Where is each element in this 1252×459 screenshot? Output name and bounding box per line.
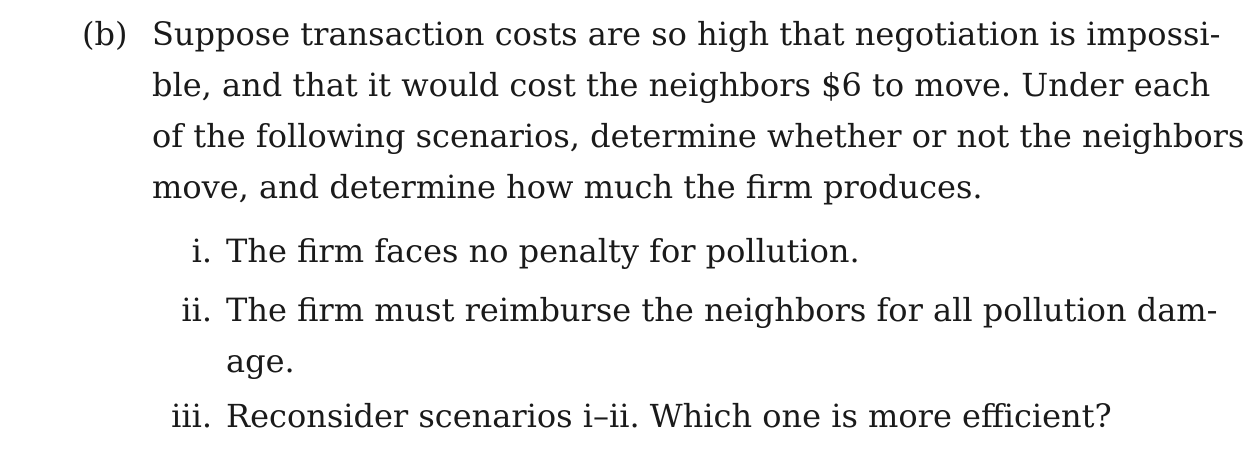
item-text-line: The firm must reimburse the neighbors fo…: [226, 291, 1218, 329]
part-label: (b): [82, 15, 128, 53]
problem-text-line: Suppose transaction costs are so high th…: [152, 15, 1221, 53]
problem-text-line: of the following scenarios, determine wh…: [152, 117, 1245, 155]
item-text-line: age.: [226, 342, 295, 380]
problem-text-line: ble, and that it would cost the neighbor…: [152, 66, 1211, 104]
item-text-line: The firm faces no penalty for pollution.: [226, 232, 860, 270]
item-label: iii.: [171, 397, 212, 435]
item-label: ii.: [181, 291, 212, 329]
item-text-line: Reconsider scenarios i–ii. Which one is …: [226, 397, 1112, 435]
item-label: i.: [191, 232, 212, 270]
problem-text-line: move, and determine how much the firm pr…: [152, 168, 983, 206]
